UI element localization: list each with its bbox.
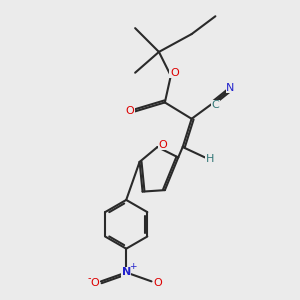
Text: H: H: [206, 154, 214, 164]
Text: -: -: [88, 273, 92, 283]
Text: O: O: [90, 278, 99, 288]
Text: +: +: [129, 262, 136, 271]
Text: O: O: [158, 140, 167, 150]
Text: O: O: [170, 68, 179, 78]
Text: O: O: [154, 278, 162, 288]
Text: C: C: [212, 100, 219, 110]
Text: O: O: [125, 106, 134, 116]
Text: N: N: [226, 82, 234, 93]
Text: N: N: [122, 268, 131, 278]
